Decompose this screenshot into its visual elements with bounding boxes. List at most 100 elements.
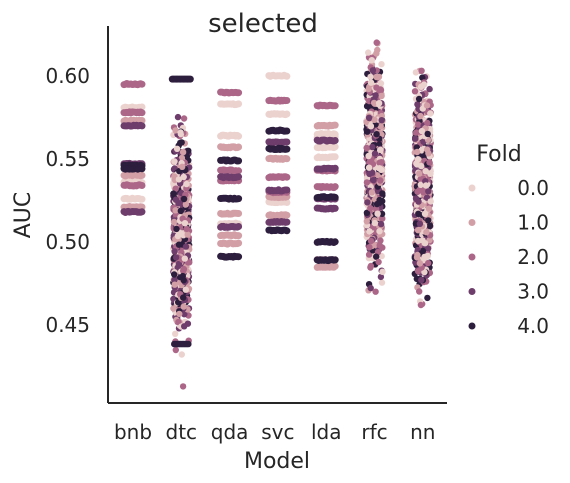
data-point xyxy=(283,186,291,194)
data-point xyxy=(379,244,386,251)
data-point xyxy=(377,177,384,184)
data-point xyxy=(235,167,243,175)
y-tick-label: 0.60 xyxy=(45,64,90,88)
data-point xyxy=(377,237,384,244)
data-point xyxy=(138,195,146,203)
data-point xyxy=(418,127,426,135)
data-point xyxy=(425,188,432,195)
data-point xyxy=(235,195,243,203)
data-point xyxy=(283,227,291,235)
data-point xyxy=(283,72,291,80)
data-point xyxy=(138,165,146,173)
data-point xyxy=(171,158,178,165)
data-point xyxy=(331,153,339,161)
data-point xyxy=(182,286,189,293)
data-point xyxy=(369,67,377,74)
data-point xyxy=(426,236,433,244)
data-point xyxy=(173,145,181,152)
data-point xyxy=(379,190,386,197)
data-point xyxy=(235,157,243,165)
x-tick-label-rfc: rfc xyxy=(361,420,387,444)
legend: Fold 0.0 1.0 2.0 3.0 4.0 xyxy=(468,142,549,338)
data-point xyxy=(373,50,380,57)
data-point xyxy=(367,73,374,81)
data-point xyxy=(235,239,243,247)
data-point xyxy=(185,340,192,348)
data-point xyxy=(418,67,425,75)
data-point xyxy=(414,227,422,234)
data-point xyxy=(373,84,380,91)
data-point xyxy=(283,211,291,219)
data-point xyxy=(174,232,182,240)
data-point xyxy=(426,222,434,230)
data-point xyxy=(170,305,177,312)
data-point xyxy=(376,196,383,204)
data-point xyxy=(417,301,425,309)
data-point xyxy=(174,113,182,121)
data-point xyxy=(424,130,431,138)
data-point xyxy=(186,75,194,83)
data-point xyxy=(414,237,422,245)
data-point xyxy=(376,228,383,235)
data-point xyxy=(176,310,183,318)
data-point xyxy=(175,318,182,326)
data-point xyxy=(283,127,291,135)
data-point xyxy=(181,311,188,318)
data-point xyxy=(138,171,146,179)
data-point xyxy=(379,215,386,222)
data-point xyxy=(415,95,423,103)
data-point xyxy=(365,164,373,171)
data-point xyxy=(175,241,183,248)
data-point xyxy=(425,259,432,267)
data-point xyxy=(283,218,291,226)
legend-label-0: 0.0 xyxy=(517,176,549,200)
data-point xyxy=(425,205,433,212)
data-point xyxy=(424,294,431,302)
y-axis-label: AUC xyxy=(11,192,36,239)
data-point xyxy=(180,115,188,122)
data-point xyxy=(422,168,429,175)
data-point xyxy=(178,154,186,162)
data-points xyxy=(120,39,434,390)
data-point xyxy=(376,165,383,172)
data-point xyxy=(283,138,291,146)
data-point xyxy=(377,123,384,130)
data-point xyxy=(331,256,339,264)
x-tick-label-lda: lda xyxy=(311,420,342,444)
data-point xyxy=(375,100,383,107)
data-point xyxy=(170,218,178,226)
data-point xyxy=(172,207,179,214)
data-point xyxy=(170,190,177,197)
x-tick-label-bnb: bnb xyxy=(114,420,152,444)
data-point xyxy=(138,203,146,211)
data-point xyxy=(365,49,372,56)
data-point xyxy=(171,271,178,278)
data-point xyxy=(421,210,429,217)
data-point xyxy=(171,248,178,255)
legend-marker-2 xyxy=(468,253,476,261)
data-point xyxy=(235,223,243,230)
data-point xyxy=(374,210,381,217)
data-point xyxy=(416,260,424,267)
data-point xyxy=(184,231,191,238)
legend-label-4: 4.0 xyxy=(517,314,549,338)
data-point xyxy=(412,129,420,136)
data-point xyxy=(183,225,190,233)
data-point xyxy=(235,132,243,140)
x-tick-label-dtc: dtc xyxy=(166,420,198,444)
data-point xyxy=(414,251,421,259)
data-point xyxy=(283,110,291,118)
legend-label-1: 1.0 xyxy=(517,211,549,235)
data-point xyxy=(426,159,433,166)
data-point xyxy=(235,210,243,217)
data-point xyxy=(363,179,371,186)
data-point xyxy=(364,199,371,206)
data-point xyxy=(418,276,425,284)
data-point xyxy=(365,152,372,160)
data-point xyxy=(414,188,421,195)
data-point xyxy=(416,170,423,177)
data-point xyxy=(185,147,192,154)
data-point xyxy=(182,201,190,208)
data-point xyxy=(331,143,339,151)
